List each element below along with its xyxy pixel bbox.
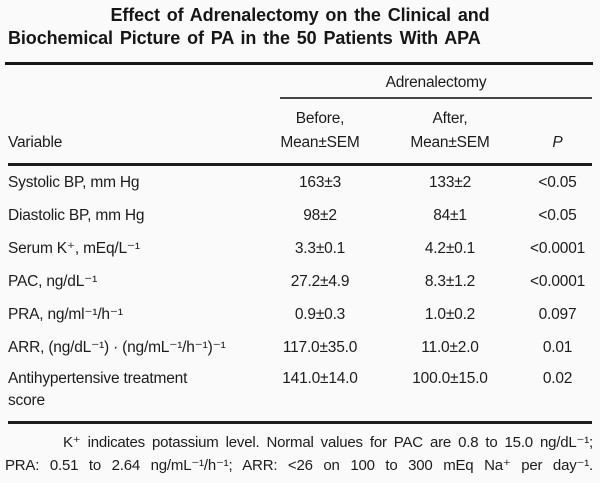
p-value-cell: <0.05: [538, 173, 577, 191]
table-title-line-2: Biochemical Picture of PA in the 50 Pati…: [8, 28, 481, 48]
variable-cell: ARR, (ng/dL⁻¹) · (ng/mL⁻¹/h⁻¹)⁻¹: [8, 339, 226, 356]
adrenalectomy-spanner-cell: Adrenalectomy: [263, 65, 592, 99]
col-header-after: After, Mean±SEM: [377, 99, 523, 166]
after-value-cell: 100.0±15.0: [377, 364, 523, 424]
column-header-row: Variable Before, Mean±SEM After, Mean±SE…: [8, 99, 592, 166]
after-value-cell: 1.0±0.2: [424, 305, 476, 323]
adrenalectomy-spanner-label: Adrenalectomy: [280, 65, 592, 99]
before-value-cell: 163±3: [299, 173, 341, 191]
after-value-cell: 133±2: [429, 173, 471, 191]
variable-cell: Serum K⁺, mEq/L⁻¹: [8, 240, 140, 257]
table-title-line-1: Effect of Adrenalectomy on the Clinical …: [110, 5, 490, 25]
after-value-cell: 8.3±1.2: [424, 272, 476, 290]
after-value-cell: 84±1: [433, 206, 467, 224]
table-row-diastolic-bp: Diastolic BP, mm Hg 98±2 84±1 <0.05: [8, 199, 592, 232]
before-value-cell: 117.0±35.0: [282, 338, 358, 356]
table-row-arr: ARR, (ng/dL⁻¹) · (ng/mL⁻¹/h⁻¹)⁻¹ 117.0±3…: [8, 331, 592, 364]
table-row-pac: PAC, ng/dL⁻¹ 27.2±4.9 8.3±1.2 <0.0001: [8, 265, 592, 298]
variable-label: Antihypertensive treatment score: [8, 370, 188, 409]
before-value-cell: 27.2±4.9: [290, 272, 350, 290]
footnote-line-1: K⁺ indicates potassium level. Normal val…: [63, 434, 593, 451]
col-header-before-line-1: Before,: [295, 110, 345, 127]
after-value-cell: 11.0±2.0: [421, 338, 479, 356]
variable-cell: Antihypertensive treatment score: [8, 364, 263, 424]
variable-cell: PAC, ng/dL⁻¹: [8, 273, 98, 290]
col-header-after-line-2: Mean±SEM: [410, 134, 490, 151]
col-header-p: P: [523, 99, 592, 166]
table-footnote: K⁺ indicates potassium level. Normal val…: [5, 431, 593, 477]
col-header-before-line-2: Mean±SEM: [280, 134, 360, 151]
table-row-serum-k: Serum K⁺, mEq/L⁻¹ 3.3±0.1 4.2±0.1 <0.000…: [8, 232, 592, 265]
p-value-cell: <0.0001: [529, 239, 586, 257]
after-value-cell: 4.2±0.1: [424, 239, 476, 257]
col-header-after-line-1: After,: [432, 110, 468, 127]
p-value-cell: <0.0001: [529, 272, 586, 290]
before-value-cell: 98±2: [303, 206, 337, 224]
table-row-systolic-bp: Systolic BP, mm Hg 163±3 133±2 <0.05: [8, 165, 592, 200]
top-rule-divider: [5, 62, 593, 65]
p-value-cell: 0.097: [538, 305, 577, 323]
variable-cell: Systolic BP, mm Hg: [8, 173, 140, 191]
p-value-cell: 0.02: [523, 364, 592, 424]
table-row-antihypertensive-score: Antihypertensive treatment score 141.0±1…: [8, 364, 592, 424]
table-title: Effect of Adrenalectomy on the Clinical …: [0, 0, 600, 50]
footnote-line-2: PRA: 0.51 to 2.64 ng/mL⁻¹/h⁻¹; ARR: <26 …: [5, 457, 593, 474]
col-header-before: Before, Mean±SEM: [263, 99, 377, 166]
before-value-cell: 141.0±14.0: [263, 364, 377, 424]
table-row-pra: PRA, ng/ml⁻¹/h⁻¹ 0.9±0.3 1.0±0.2 0.097: [8, 298, 592, 331]
col-header-variable: Variable: [8, 99, 263, 166]
variable-cell: PRA, ng/ml⁻¹/h⁻¹: [8, 306, 123, 323]
spanner-row: Adrenalectomy: [8, 65, 592, 99]
before-value-cell: 0.9±0.3: [294, 305, 346, 323]
results-table: Adrenalectomy Variable Before, Mean±SEM …: [8, 65, 592, 424]
p-value-cell: <0.05: [538, 206, 577, 224]
before-value-cell: 3.3±0.1: [294, 239, 346, 257]
variable-cell: Diastolic BP, mm Hg: [8, 206, 145, 224]
spanner-spacer-cell: [8, 65, 263, 99]
p-value-cell: 0.01: [542, 338, 573, 356]
